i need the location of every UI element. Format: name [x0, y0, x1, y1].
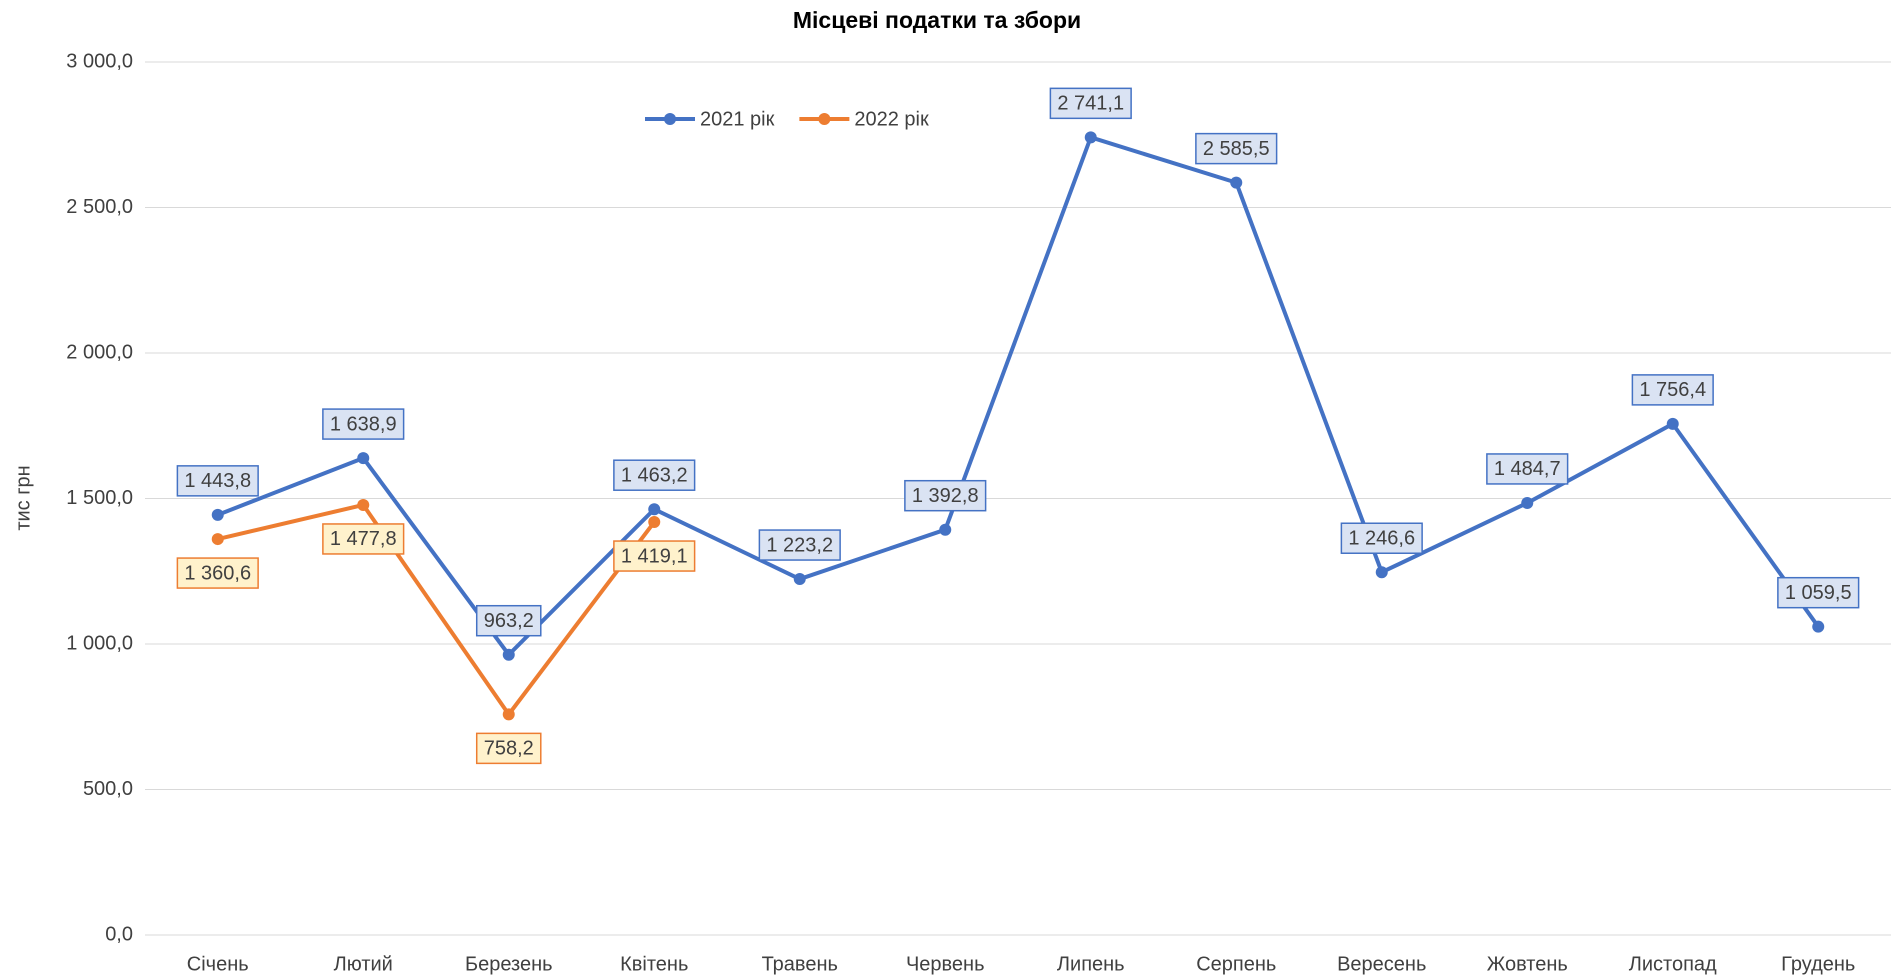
data-label: 1 638,9 — [330, 413, 397, 435]
point — [211, 533, 224, 546]
x-tick-label: Липень — [1057, 953, 1125, 975]
y-axis-label: тис грн — [12, 465, 34, 530]
data-label: 1 059,5 — [1785, 582, 1852, 604]
x-tick-label: Вересень — [1337, 953, 1426, 975]
y-tick-label: 1 000,0 — [66, 632, 133, 654]
point — [1812, 620, 1825, 633]
x-tick-label: Січень — [187, 953, 249, 975]
label-box — [475, 732, 542, 765]
point — [211, 508, 224, 521]
point — [502, 708, 515, 721]
label-box — [1486, 453, 1569, 485]
legend-marker — [664, 113, 676, 125]
data-label: 1 419,1 — [621, 545, 688, 567]
x-tick-label: Листопад — [1629, 953, 1717, 975]
label-box — [176, 557, 259, 589]
data-label: 1 477,8 — [330, 528, 397, 550]
data-label: 1 392,8 — [912, 485, 979, 507]
label-box — [176, 465, 259, 497]
label-box — [758, 529, 841, 561]
label-box — [613, 459, 696, 491]
label-box — [1631, 374, 1714, 406]
data-label: 1 223,2 — [766, 534, 833, 556]
x-tick-label: Квітень — [620, 953, 688, 975]
label-box — [613, 540, 696, 572]
data-label: 1 246,6 — [1348, 528, 1415, 550]
label-box — [475, 604, 542, 637]
label-box — [1049, 87, 1132, 120]
y-tick-label: 2 500,0 — [66, 196, 133, 218]
point — [1521, 496, 1534, 509]
data-label: 758,2 — [484, 738, 534, 760]
x-tick-label: Грудень — [1781, 953, 1855, 975]
y-tick-label: 0,0 — [105, 923, 133, 945]
data-label: 1 484,7 — [1494, 458, 1561, 480]
label-box — [1340, 522, 1423, 554]
point — [357, 498, 370, 511]
legend-label: 2022 рік — [854, 108, 929, 130]
y-tick-label: 2 000,0 — [66, 341, 133, 363]
label-box — [322, 408, 405, 440]
x-tick-label: Серпень — [1196, 953, 1276, 975]
point — [793, 573, 806, 586]
point — [648, 516, 661, 529]
label-box — [1195, 132, 1278, 165]
point — [1666, 417, 1679, 430]
legend-label: 2021 рік — [700, 108, 775, 130]
x-tick-label: Лютий — [334, 953, 393, 975]
point — [648, 503, 661, 516]
legend-marker — [818, 113, 831, 125]
data-label: 1 443,8 — [184, 470, 251, 492]
y-tick-label: 500,0 — [83, 778, 133, 800]
point — [939, 523, 952, 536]
label-box — [322, 523, 405, 555]
y-tick-label: 3 000,0 — [66, 50, 133, 72]
x-tick-label: Травень — [762, 953, 838, 975]
point — [1084, 131, 1097, 144]
x-tick-label: Березень — [465, 953, 553, 975]
data-label: 1 756,4 — [1639, 379, 1706, 401]
data-label: 963,2 — [484, 610, 534, 632]
label-box — [1777, 576, 1860, 609]
data-label: 2 585,5 — [1203, 138, 1270, 160]
series-line — [217, 502, 656, 717]
point — [357, 452, 370, 465]
data-label: 1 360,6 — [184, 562, 251, 584]
x-tick-label: Червень — [906, 953, 985, 975]
data-label: 2 741,1 — [1057, 93, 1124, 115]
point — [1230, 176, 1243, 189]
y-tick-label: 1 500,0 — [66, 487, 133, 509]
label-box — [904, 479, 987, 512]
x-tick-label: Жовтень — [1487, 953, 1568, 975]
point — [1375, 566, 1388, 579]
series-line — [217, 135, 1820, 657]
data-label: 1 463,2 — [621, 464, 688, 486]
chart-title: Місцеві податки та збори — [793, 7, 1081, 33]
point — [502, 648, 515, 661]
